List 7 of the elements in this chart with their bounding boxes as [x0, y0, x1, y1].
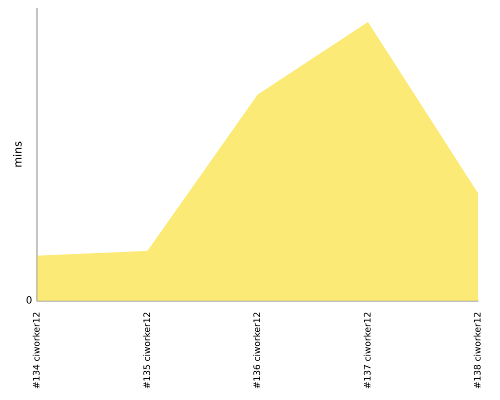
x-tick-label: #135 ciworker12 — [142, 312, 153, 390]
x-tick-label: #136 ciworker12 — [253, 312, 264, 390]
y-axis-title: mins — [11, 140, 24, 168]
x-tick-label: #134 ciworker12 — [32, 312, 43, 390]
x-tick-label: #137 ciworker12 — [363, 312, 374, 390]
text: 0 — [26, 295, 32, 306]
x-tick-label: #138 ciworker12 — [474, 312, 484, 390]
